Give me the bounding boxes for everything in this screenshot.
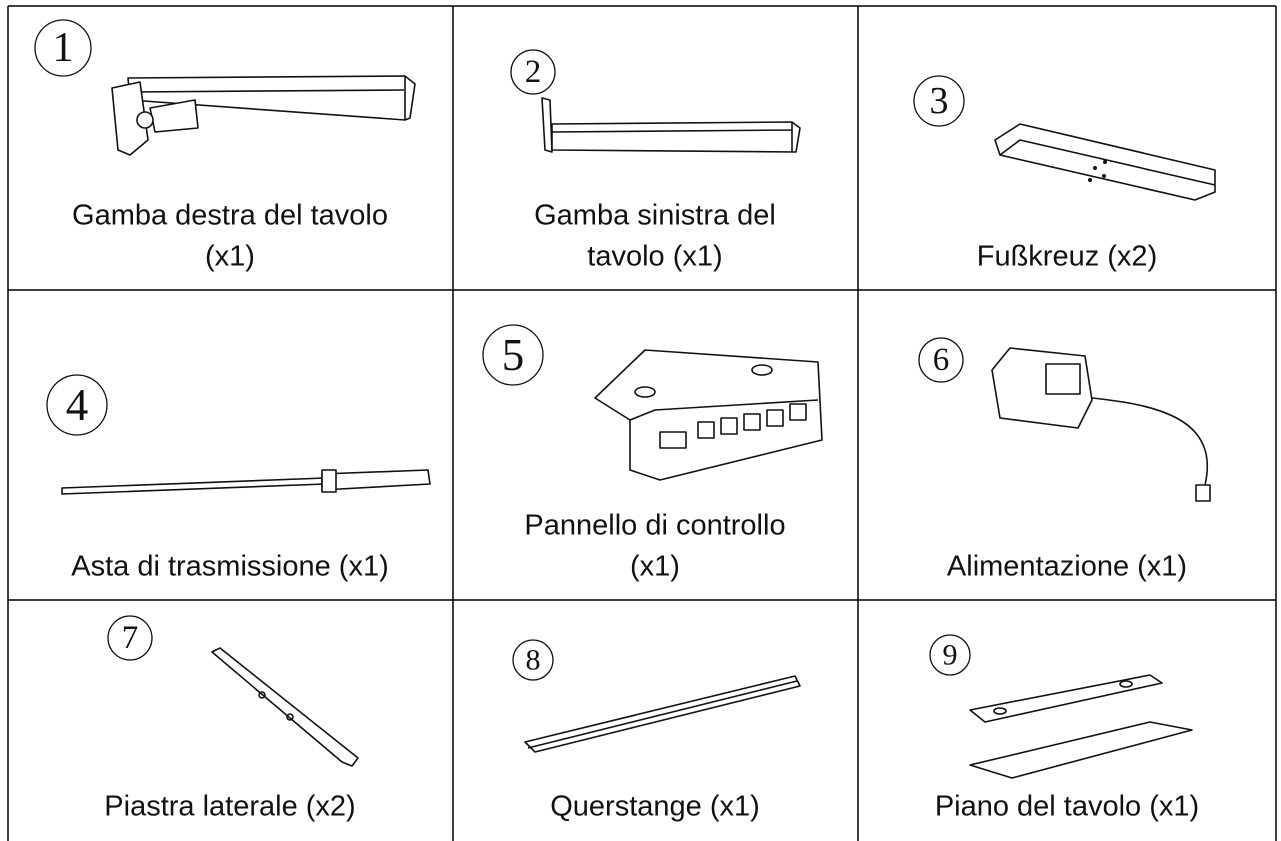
- illustrations: [61, 75, 1216, 779]
- rod-illustration: [61, 469, 431, 495]
- item-label: tavolo (x1): [587, 241, 722, 273]
- item-label: Alimentazione (x1): [947, 551, 1187, 583]
- item-number: 2: [525, 54, 542, 90]
- item-number: 4: [66, 380, 89, 430]
- power-supply-illustration: [991, 347, 1211, 502]
- item-label: Querstange (x1): [550, 791, 760, 823]
- number-circle: [34, 19, 92, 77]
- right-leg-illustration: [111, 75, 416, 156]
- number-circle: [913, 75, 965, 127]
- item-label: Gamba destra del tavolo: [72, 200, 388, 232]
- item-label: Piano del tavolo (x1): [935, 791, 1199, 823]
- control-panel-illustration: [594, 349, 823, 481]
- foot-illustration: [994, 123, 1216, 201]
- item-label: Piastra laterale (x2): [104, 791, 355, 823]
- item-number: 3: [930, 80, 949, 122]
- number-circle: [512, 639, 554, 681]
- side-plate-illustration: [211, 647, 359, 767]
- item-number: 8: [526, 644, 541, 677]
- item-label: Pannello di controllo: [524, 510, 785, 542]
- item-number: 1: [53, 25, 74, 71]
- item-number: 7: [122, 620, 139, 656]
- item-label: Fußkreuz (x2): [977, 241, 1157, 273]
- item-number: 6: [933, 342, 950, 378]
- item-label: Gamba sinistra del: [534, 200, 776, 232]
- item-label: Asta di trasmissione (x1): [71, 551, 389, 583]
- number-circle: [482, 324, 544, 386]
- item-number: 9: [943, 639, 958, 672]
- crossbar-illustration: [524, 675, 801, 753]
- number-circle: [929, 634, 971, 676]
- number-circle: [918, 337, 964, 383]
- item-number: 5: [502, 330, 525, 380]
- number-circle: [107, 615, 153, 661]
- table-grid: [7, 5, 1277, 841]
- number-circle: [46, 374, 108, 436]
- item-label: (x1): [205, 241, 255, 273]
- left-leg-illustration: [541, 97, 801, 153]
- item-label: (x1): [630, 551, 680, 583]
- table-top-illustration: [969, 674, 1193, 779]
- number-circle: [510, 49, 556, 95]
